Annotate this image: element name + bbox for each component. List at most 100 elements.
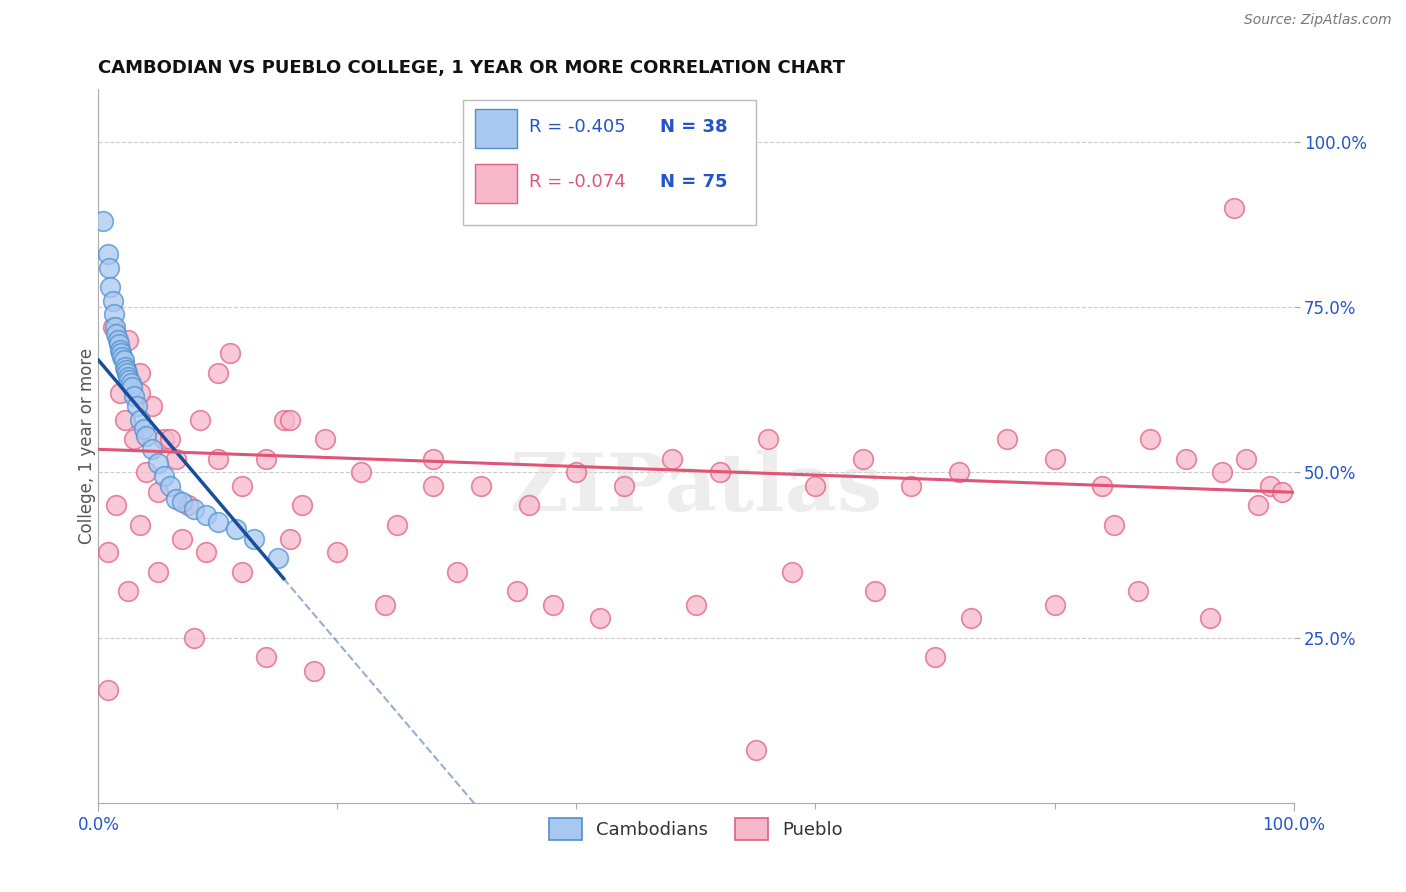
Point — [1258, 478, 1281, 492]
Point — [613, 478, 636, 492]
Point — [565, 466, 588, 480]
Point — [101, 320, 124, 334]
Point — [129, 386, 152, 401]
Point — [960, 611, 983, 625]
Point — [112, 353, 135, 368]
Point — [183, 501, 205, 516]
FancyBboxPatch shape — [463, 100, 756, 225]
Point — [541, 598, 564, 612]
Point — [254, 650, 277, 665]
Point — [315, 433, 337, 447]
Point — [177, 499, 200, 513]
Point — [135, 429, 157, 443]
Point — [1091, 478, 1114, 492]
Point — [273, 412, 295, 426]
Point — [105, 499, 128, 513]
Point — [254, 452, 277, 467]
Point — [98, 280, 122, 294]
Point — [98, 260, 121, 275]
Point — [924, 650, 946, 665]
Point — [756, 433, 779, 447]
Point — [1247, 499, 1270, 513]
Point — [108, 343, 131, 358]
Point — [111, 350, 134, 364]
Point — [172, 495, 194, 509]
Legend: Cambodians, Pueblo: Cambodians, Pueblo — [541, 811, 851, 847]
Point — [709, 466, 731, 480]
Point — [302, 664, 325, 678]
Point — [804, 478, 827, 492]
Point — [117, 369, 139, 384]
Point — [115, 363, 138, 377]
Text: ZIPatlas: ZIPatlas — [510, 450, 882, 528]
Point — [745, 743, 768, 757]
Point — [117, 333, 139, 347]
Point — [115, 367, 138, 381]
Text: R = -0.405: R = -0.405 — [529, 118, 626, 136]
Point — [108, 386, 131, 401]
Point — [1043, 598, 1066, 612]
Point — [129, 518, 152, 533]
Text: N = 38: N = 38 — [661, 118, 728, 136]
Point — [291, 499, 314, 513]
Point — [129, 412, 152, 426]
Point — [661, 452, 683, 467]
Point — [207, 367, 229, 381]
Point — [326, 545, 349, 559]
Point — [104, 320, 127, 334]
Text: Source: ZipAtlas.com: Source: ZipAtlas.com — [1244, 13, 1392, 28]
Point — [1199, 611, 1222, 625]
Point — [103, 307, 125, 321]
Point — [948, 466, 970, 480]
Point — [385, 518, 409, 533]
Point — [1104, 518, 1126, 533]
Point — [153, 433, 176, 447]
Point — [1175, 452, 1198, 467]
Point — [852, 452, 875, 467]
Point — [350, 466, 373, 480]
Point — [159, 433, 181, 447]
Point — [117, 584, 139, 599]
Point — [114, 359, 136, 374]
Point — [165, 452, 187, 467]
Point — [1234, 452, 1257, 467]
Point — [1211, 466, 1233, 480]
Point — [374, 598, 396, 612]
Point — [207, 452, 229, 467]
Point — [114, 412, 136, 426]
Point — [188, 412, 211, 426]
Point — [446, 565, 468, 579]
Point — [97, 545, 120, 559]
Point — [470, 478, 492, 492]
FancyBboxPatch shape — [475, 109, 517, 148]
Point — [110, 346, 132, 360]
Point — [422, 452, 444, 467]
Point — [1128, 584, 1150, 599]
Point — [278, 532, 301, 546]
Point — [865, 584, 887, 599]
Point — [517, 499, 540, 513]
Point — [148, 456, 170, 470]
Point — [219, 346, 242, 360]
FancyBboxPatch shape — [475, 164, 517, 203]
Point — [105, 326, 128, 341]
Text: N = 75: N = 75 — [661, 173, 728, 191]
Point — [124, 389, 146, 403]
Point — [685, 598, 707, 612]
Text: R = -0.074: R = -0.074 — [529, 173, 626, 191]
Point — [195, 545, 218, 559]
Point — [900, 478, 922, 492]
Point — [506, 584, 529, 599]
Point — [118, 373, 141, 387]
Point — [97, 683, 120, 698]
Point — [135, 466, 157, 480]
Point — [225, 522, 247, 536]
Point — [1139, 433, 1161, 447]
Point — [141, 442, 163, 457]
Point — [995, 433, 1018, 447]
Point — [183, 631, 205, 645]
Point — [101, 293, 124, 308]
Point — [589, 611, 612, 625]
Point — [278, 412, 301, 426]
Point — [141, 400, 163, 414]
